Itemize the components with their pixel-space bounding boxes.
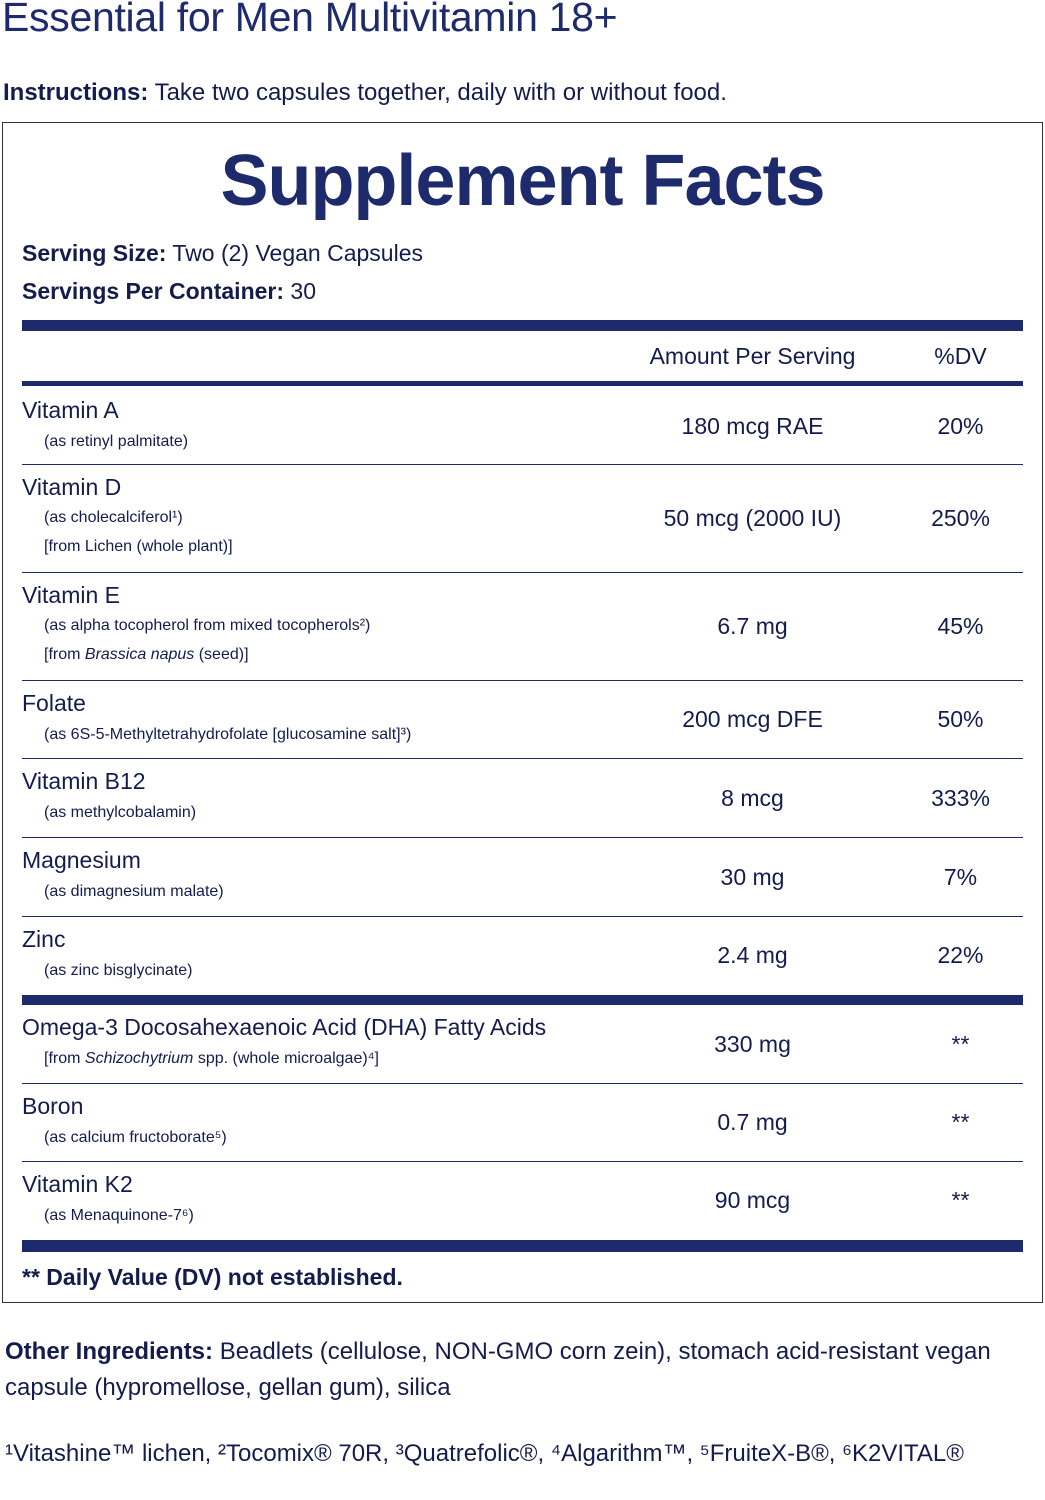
nutrient-name: Vitamin K2 — [22, 1171, 133, 1197]
nutrient-source: [from Schizochytrium spp. (whole microal… — [44, 1044, 379, 1073]
nutrient-name: Boron — [22, 1093, 84, 1119]
nutrient-source: (as calcium fructoborate⁵) — [44, 1123, 227, 1152]
servings-value: 30 — [284, 278, 317, 304]
source-text: (as calcium fructoborate⁵) — [44, 1129, 227, 1146]
other-ingredients: Other Ingredients: Beadlets (cellulose, … — [5, 1334, 1035, 1406]
nutrient-source: (as alpha tocopherol from mixed tocopher… — [44, 611, 370, 669]
amount-per-serving: 6.7 mg — [717, 613, 788, 639]
source-text: (seed)] — [194, 646, 249, 663]
source-text: (as retinyl palmitate) — [44, 433, 189, 450]
amount-per-serving: 8 mcg — [721, 784, 784, 811]
servings-per-container: Servings Per Container: 30 — [22, 278, 316, 305]
source-text: Schizochytrium — [84, 1050, 194, 1067]
amount-per-serving: 90 mcg — [714, 1187, 791, 1213]
nutrient-name: Omega-3 Docosahexaenoic Acid (DHA) Fatty… — [22, 1014, 547, 1040]
instructions-text: Take two capsules together, daily with o… — [148, 79, 727, 106]
nutrient-source: (as dimagnesium malate) — [44, 877, 224, 906]
nutrient-row: Zinc (as zinc bisglycinate) 2.4 mg 22% — [22, 917, 1023, 995]
supplement-facts-panel — [2, 122, 1043, 1303]
nutrient-row: Vitamin D (as cholecalciferol¹) [from Lich… — [22, 465, 1023, 573]
instructions-label: Instructions: — [3, 79, 149, 106]
source-text: (as zinc bisglycinate) — [44, 962, 193, 979]
source-text: Brassica napus — [84, 646, 195, 663]
daily-value: 7% — [943, 863, 978, 890]
amount-per-serving: 0.7 mg — [717, 1109, 788, 1135]
nutrient-row: Omega-3 Docosahexaenoic Acid (DHA) Fatty… — [22, 1005, 1023, 1084]
serving-size: Serving Size: Two (2) Vegan Capsules — [22, 240, 423, 267]
daily-value: 333% — [931, 784, 990, 811]
supplement-facts-heading: Supplement Facts — [220, 141, 825, 221]
section-divider — [22, 995, 1023, 1005]
amount-per-serving: 2.4 mg — [717, 942, 788, 968]
column-header-dv: %DV — [934, 343, 987, 369]
nutrient-row: Magnesium (as dimagnesium malate) 30 mg 7% — [22, 838, 1023, 917]
source-text: (as alpha tocopherol from mixed tocopher… — [44, 617, 371, 634]
serving-size-value: Two (2) Vegan Capsules — [166, 240, 423, 266]
dv-footnote: ** Daily Value (DV) not established. — [22, 1264, 403, 1290]
nutrient-name: Vitamin E — [22, 582, 121, 608]
source-text: (as methylcobalamin) — [44, 804, 197, 821]
product-title: Essential for Men Multivitamin 18+ — [2, 0, 618, 40]
nutrient-name: Vitamin D — [22, 474, 122, 500]
column-header-amount: Amount Per Serving — [649, 343, 856, 369]
source-text: [from Lichen (whole plant)] — [44, 538, 233, 555]
serving-size-label: Serving Size: — [22, 240, 167, 266]
daily-value: 250% — [931, 505, 990, 531]
nutrient-row: Vitamin A (as retinyl palmitate) 180 mcg R… — [22, 388, 1023, 465]
source-text: (as cholecalciferol¹) — [44, 509, 183, 526]
nutrient-row: Vitamin B12 (as methylcobalamin) 8 mcg 333% — [22, 759, 1023, 838]
other-ingredients-text: Beadlets (cellulose, NON-GMO corn zein),… — [5, 1338, 991, 1401]
servings-label: Servings Per Container: — [22, 278, 285, 304]
daily-value: 45% — [937, 613, 984, 639]
amount-per-serving: 180 mcg RAE — [681, 412, 824, 439]
trademark-notes: ¹Vitashine™ lichen, ²Tocomix® 70R, ³Quat… — [5, 1440, 964, 1467]
amount-per-serving: 30 mg — [720, 863, 785, 890]
nutrient-name: Zinc — [22, 926, 66, 952]
thick-divider — [22, 320, 1023, 331]
other-ingredients-label: Other Ingredients: — [5, 1338, 214, 1365]
source-text: (as dimagnesium malate) — [44, 883, 224, 900]
daily-value: ** — [951, 1187, 970, 1213]
nutrient-row: Folate (as 6S-5-Methyltetrahydrofolate [g… — [22, 681, 1023, 759]
daily-value: ** — [951, 1030, 970, 1057]
amount-per-serving: 330 mg — [714, 1030, 791, 1057]
daily-value: ** — [951, 1109, 970, 1135]
nutrient-source: (as 6S-5-Methyltetrahydrofolate [glucosa… — [44, 720, 411, 749]
nutrient-source: (as retinyl palmitate) — [44, 427, 188, 456]
nutrient-row: Vitamin K2 (as Menaquinone-7⁶) 90 mcg ** — [22, 1162, 1023, 1240]
amount-per-serving: 50 mcg (2000 IU) — [663, 505, 842, 531]
daily-value: 20% — [937, 412, 984, 439]
nutrient-name: Folate — [22, 690, 86, 716]
daily-value: 50% — [937, 706, 984, 732]
nutrient-name: Vitamin A — [22, 397, 119, 423]
daily-value: 22% — [937, 942, 984, 968]
nutrient-source: (as Menaquinone-7⁶) — [44, 1201, 194, 1230]
nutrient-row: Vitamin E (as alpha tocopherol from mixed… — [22, 573, 1023, 681]
source-text: (as Menaquinone-7⁶) — [44, 1207, 194, 1224]
nutrient-source: (as zinc bisglycinate) — [44, 956, 193, 985]
bottom-divider — [22, 1240, 1023, 1252]
amount-per-serving: 200 mcg DFE — [682, 706, 823, 732]
nutrient-name: Vitamin B12 — [22, 768, 146, 794]
header-divider — [22, 381, 1023, 386]
source-text: (as 6S-5-Methyltetrahydrofolate [glucosa… — [44, 726, 412, 743]
source-text: [from — [44, 646, 85, 663]
source-text: spp. (whole microalgae)⁴] — [193, 1050, 379, 1067]
instructions: Instructions: Take two capsules together… — [3, 79, 727, 107]
nutrient-source: (as cholecalciferol¹) [from Lichen (whole… — [44, 503, 233, 561]
nutrient-source: (as methylcobalamin) — [44, 798, 196, 827]
source-text: [from — [44, 1050, 85, 1067]
nutrient-name: Magnesium — [22, 847, 141, 873]
nutrient-row: Boron (as calcium fructoborate⁵) 0.7 mg ** — [22, 1084, 1023, 1162]
